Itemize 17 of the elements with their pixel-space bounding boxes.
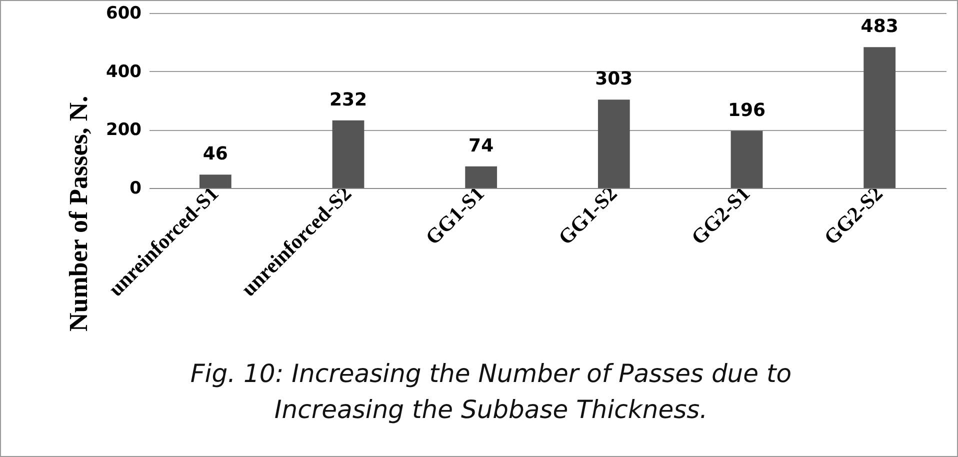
bar (465, 166, 498, 188)
bar (730, 130, 763, 188)
data-label: 196 (728, 100, 766, 121)
bar (864, 47, 896, 188)
data-label: 74 (468, 135, 494, 156)
y-tick-label: 200 (106, 120, 142, 140)
data-label: 483 (860, 16, 898, 38)
y-tick-label: 600 (106, 4, 142, 24)
y-axis-title: Number of Passes, N. (64, 96, 94, 332)
y-tick-label: 400 (106, 62, 142, 82)
bar (332, 120, 364, 188)
data-label: 303 (595, 68, 633, 90)
caption: Fig. 10: Increasing the Number of Passes due to Increasing the Subbase Thickness. (189, 358, 793, 426)
data-label: 232 (329, 89, 368, 110)
bar (598, 100, 630, 188)
data-label: 46 (202, 144, 228, 165)
bar (199, 174, 232, 188)
